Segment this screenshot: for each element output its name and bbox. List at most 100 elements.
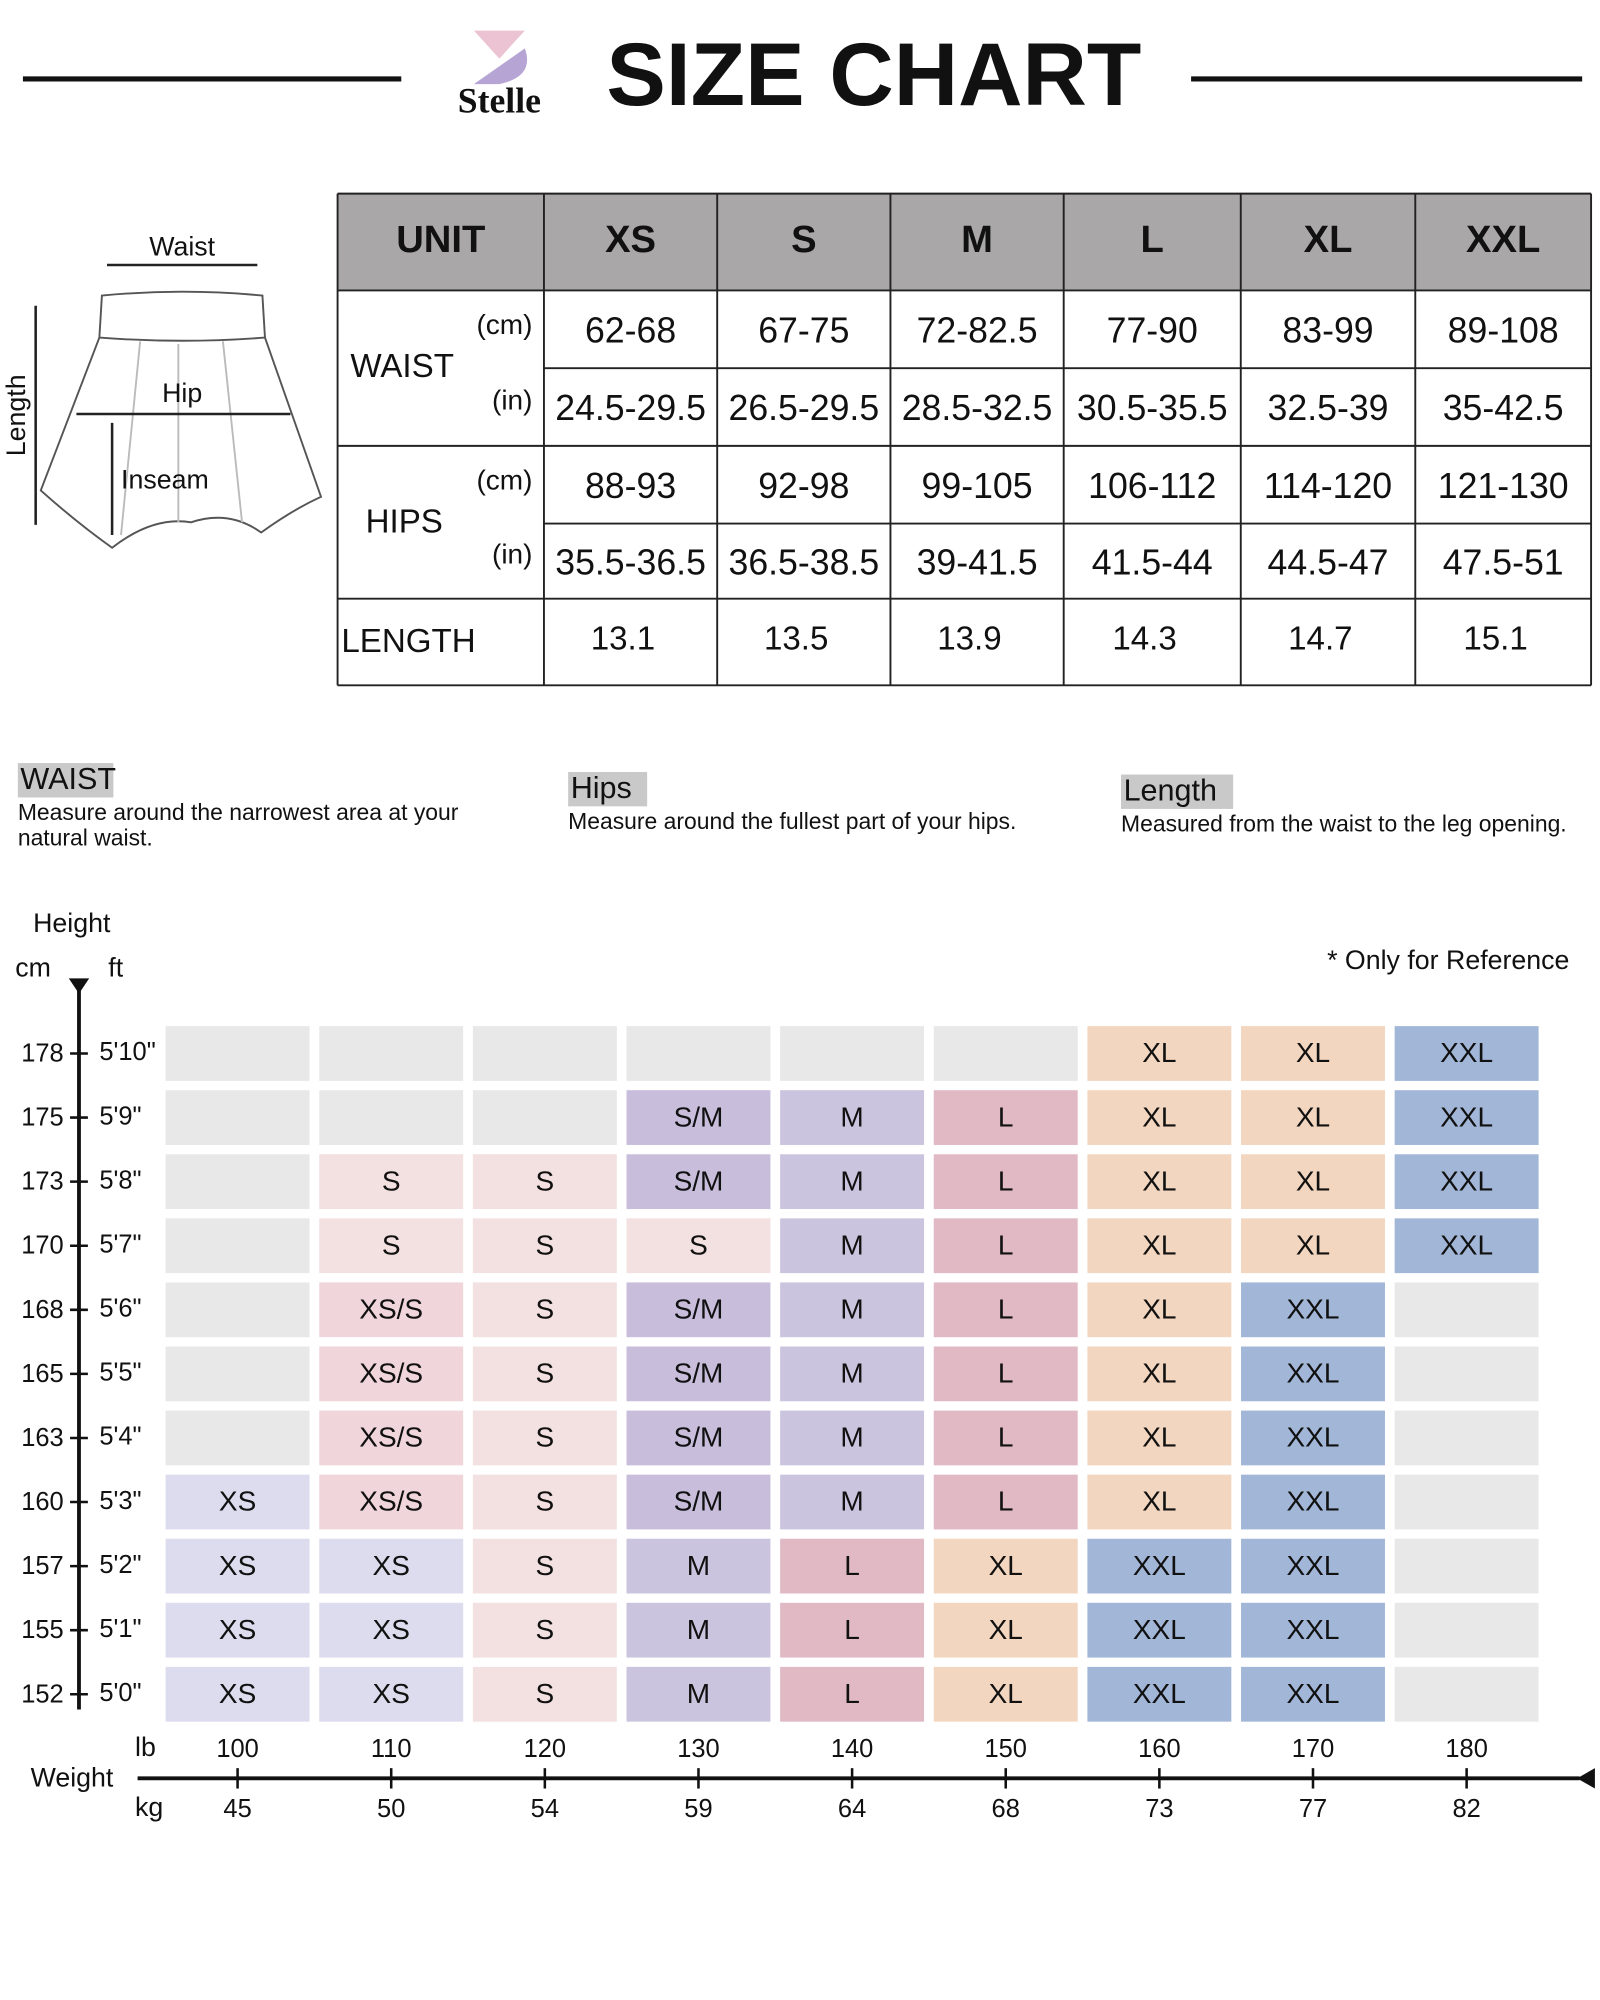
size-label: S: [535, 1358, 554, 1389]
cm-label: 175: [21, 1104, 64, 1132]
title: SIZE CHART: [606, 24, 1141, 124]
cm-label: 173: [21, 1168, 64, 1196]
table-cell: 106-112: [1088, 466, 1216, 506]
size-cell: [165, 1282, 310, 1338]
size-cell: [472, 1154, 617, 1210]
axis-title: Weight: [31, 1763, 114, 1793]
size-cell: [319, 1218, 464, 1274]
size-cell: [319, 1090, 464, 1145]
size-label: XXL: [1133, 1614, 1186, 1645]
size-label: XL: [1142, 1101, 1176, 1132]
size-label: XS: [373, 1614, 410, 1645]
size-cell: [319, 1154, 464, 1210]
kg-label: 59: [684, 1795, 712, 1823]
size-label: XXL: [1287, 1422, 1340, 1453]
size-cell: [1394, 1218, 1539, 1274]
size-cell: [1241, 1026, 1385, 1081]
size-label: XL: [1296, 1165, 1330, 1196]
size-cell: [1394, 1666, 1539, 1722]
reference-note: * Only for Reference: [1327, 945, 1569, 975]
cm-label: 170: [21, 1232, 64, 1260]
size-cell: [780, 1026, 925, 1081]
size-label: S: [382, 1165, 401, 1196]
lb-label: 160: [1138, 1735, 1181, 1763]
axis-unit: lb: [135, 1732, 156, 1762]
ft-label: 5'5": [99, 1359, 141, 1387]
table-cell: 67-75: [758, 311, 849, 351]
table-cell: 13.5: [764, 621, 828, 658]
size-cell: [1241, 1666, 1385, 1722]
ft-label: 5'0": [99, 1679, 141, 1707]
size-label: L: [844, 1678, 860, 1709]
size-cell: [1087, 1666, 1232, 1722]
size-cell: [1394, 1346, 1539, 1402]
size-cell: [933, 1538, 1078, 1594]
size-label: XL: [1142, 1037, 1176, 1068]
size-cell: [626, 1090, 771, 1145]
size-label: L: [998, 1293, 1014, 1324]
size-label: S/M: [674, 1422, 724, 1453]
size-cell: [780, 1538, 925, 1594]
table-cell: 44.5-47: [1268, 542, 1389, 582]
cm-label: 178: [21, 1040, 64, 1068]
note-text: Measure around the fullest part of your …: [568, 808, 1016, 834]
table-cell: 41.5-44: [1092, 542, 1213, 582]
size-cell: [780, 1218, 925, 1274]
cm-label: 157: [21, 1552, 64, 1580]
cm-label: 163: [21, 1424, 64, 1452]
size-cell: [1394, 1410, 1539, 1466]
kg-label: 68: [992, 1795, 1020, 1823]
kg-label: 64: [838, 1795, 866, 1823]
table-cell: 30.5-35.5: [1077, 388, 1228, 428]
cm-label: 160: [21, 1488, 64, 1516]
cm-label: 165: [21, 1360, 64, 1388]
table-cell: 77-90: [1107, 311, 1198, 351]
size-label: XL: [1142, 1293, 1176, 1324]
size-cell: [1394, 1154, 1539, 1210]
unit-label: (in): [492, 538, 532, 569]
ft-label: 5'7": [99, 1230, 141, 1258]
size-label: L: [998, 1229, 1014, 1260]
ft-label: 5'6": [99, 1295, 141, 1323]
note-text: Measure around the narrowest area at you…: [18, 799, 459, 825]
size-cell: [626, 1154, 771, 1210]
kg-label: 82: [1452, 1795, 1480, 1823]
size-cell: [165, 1154, 310, 1210]
unit-label: (cm): [476, 465, 532, 496]
table-cell: 13.9: [937, 621, 1001, 658]
size-cell: [626, 1602, 771, 1658]
table-cell: 83-99: [1282, 311, 1373, 351]
size-label: XXL: [1287, 1358, 1340, 1389]
size-cell: [1241, 1090, 1385, 1145]
size-cell: [472, 1282, 617, 1338]
size-cell: [165, 1218, 310, 1274]
size-cell: [472, 1474, 617, 1530]
table-cell: 99-105: [922, 466, 1033, 506]
size-cell: [1394, 1474, 1539, 1530]
size-cell: [472, 1538, 617, 1594]
size-label: L: [998, 1358, 1014, 1389]
table-header-bg: [337, 193, 1592, 291]
size-cell: [472, 1666, 617, 1722]
size-cell: [780, 1090, 925, 1145]
note-title-bg: [568, 771, 648, 807]
size-label: S: [382, 1229, 401, 1260]
axis-unit: ft: [108, 952, 123, 982]
size-cell: [626, 1026, 771, 1081]
ft-label: 5'3": [99, 1487, 141, 1515]
table-cell: 32.5-39: [1268, 388, 1389, 428]
size-label: XS/S: [359, 1486, 423, 1517]
lb-label: 110: [371, 1735, 412, 1763]
size-cell: [165, 1666, 310, 1722]
size-label: L: [998, 1101, 1014, 1132]
size-label: XS/S: [359, 1422, 423, 1453]
table-header-cell: XXL: [1466, 218, 1540, 261]
size-cell: [1241, 1282, 1385, 1338]
ft-label: 5'1": [99, 1615, 141, 1643]
size-cell: [1241, 1346, 1385, 1402]
size-label: S/M: [674, 1486, 724, 1517]
size-cell: [319, 1282, 464, 1338]
size-label: S/M: [674, 1165, 724, 1196]
table-header-cell: XS: [605, 218, 656, 261]
size-label: S/M: [674, 1358, 724, 1389]
